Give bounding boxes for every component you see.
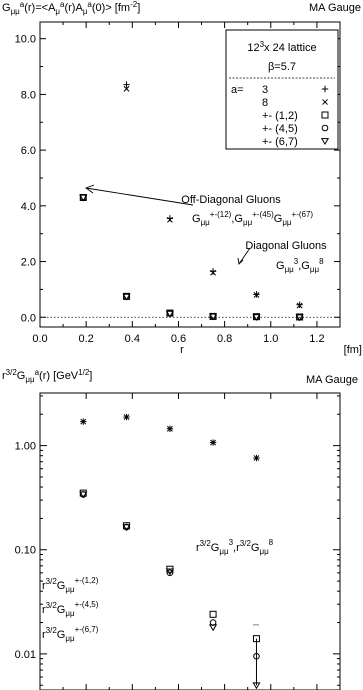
y-tick-label: 2.0: [21, 257, 36, 269]
top-title-left: Gμμa(r)=<Aμa(r)Aμa(0)> [fm-2]: [2, 0, 140, 16]
annotation-offdiag: Off-Diagonal Gluons: [181, 194, 281, 206]
y-tick-label: 4.0: [21, 201, 36, 213]
data-point-triangle: [122, 293, 131, 301]
top-xunit: [fm]: [344, 344, 362, 356]
annotation-diag-arrow: [238, 247, 251, 265]
x-tick-label: 0.8: [217, 333, 232, 345]
data-point-cross: [210, 269, 216, 276]
bottom-panel: r3/2Gμμa(r) [GeV1/2] MA Gauge 0.01 0.10 1.…: [2, 368, 358, 690]
legend-beta: β=5.7: [268, 61, 296, 73]
annotation-offdiag-arrowhead: [85, 184, 95, 194]
x-tick-label: 1.0: [263, 333, 278, 345]
bottom-title-left: r3/2Gμμa(r) [GeV1/2]: [2, 368, 92, 384]
top-plot-frame: [39, 21, 341, 328]
legend-prefix: a=: [231, 84, 244, 96]
y-tick-label: 1.00: [15, 441, 36, 453]
legend-label: 3: [262, 84, 268, 96]
legend-marker-plus: [321, 85, 329, 93]
data-point-cross: [296, 302, 303, 309]
bottom-title-right: MA Gauge: [306, 374, 358, 386]
data-point-triangle: [295, 314, 304, 322]
data-point-plus: [123, 81, 130, 88]
annotation-offdiag-formula: Gμμ+-(12),Gμμ+-(45)Gμμ+-(67): [192, 210, 313, 227]
legend-marker-circle: [321, 124, 329, 132]
annotation-diag: Diagonal Gluons: [245, 240, 327, 252]
data-point-circle: [166, 569, 174, 577]
legend-label: +- (1,2): [262, 110, 298, 122]
data-point-triangle: [122, 524, 131, 532]
legend-marker-square: [321, 111, 329, 119]
y-tick-label: 6.0: [21, 145, 36, 157]
y-tick-label: 0.0: [21, 312, 36, 324]
data-point-triangle: [79, 194, 88, 202]
legend-header: 123x 24 lattice: [247, 40, 316, 54]
data-point-triangle: [79, 491, 88, 499]
top-xlabel: r: [180, 344, 184, 356]
legend-entries: 38+- (1,2)+- (4,5)+- (6,7): [262, 84, 330, 148]
data-point-cross: [167, 216, 173, 223]
x-tick-label: 0.4: [125, 333, 140, 345]
annotation-diag-formula: Gμμ3,Gμμ8: [276, 257, 324, 274]
annotation-45-log: r3/2Gμμ+-(4,5): [42, 600, 99, 618]
x-tick-label: 0.6: [171, 333, 186, 345]
annotation-diag-log: r3/2Gμμ3,r3/2Gμμ8: [196, 538, 274, 556]
legend-label: +- (4,5): [262, 123, 298, 135]
data-point-triangle: [208, 313, 218, 321]
x-tick-label: 0.0: [32, 333, 47, 345]
data-point-square: [209, 610, 217, 618]
data-point-cross: [123, 414, 130, 420]
annotation-12-log: r3/2Gμμ+-(1,2): [42, 576, 99, 594]
data-point-cross: [253, 292, 260, 298]
y-tick-label: 0.10: [15, 545, 36, 557]
top-tick-labels: 0.0 0.2 0.4 0.6 0.8 1.0 1.2 0.0 2.0 4.0 6.0 8.0 10.0: [15, 34, 325, 345]
data-point-plus: [209, 268, 217, 275]
data-point-plus: [166, 215, 174, 222]
data-point-triangle: [165, 568, 175, 576]
y-tick-label: 0.01: [15, 649, 36, 661]
legend-label: +- (6,7): [262, 136, 298, 148]
legend-marker-triangle: [320, 138, 330, 145]
legend-label: 8: [262, 97, 268, 109]
data-point-cross: [167, 425, 173, 432]
data-point-triangle: [252, 314, 261, 321]
data-point-triangle: [165, 310, 175, 318]
legend-marker-cross: [322, 99, 328, 105]
annotation-diag-arrowhead: [237, 257, 244, 265]
annotation-67-log: r3/2Gμμ+-(6,7): [42, 625, 99, 643]
data-point-cross: [253, 455, 260, 461]
top-title-right: MA Gauge: [309, 2, 361, 14]
data-point-cross: [123, 85, 130, 92]
legend-box: [225, 29, 339, 150]
annotation-offdiag-arrow: [85, 187, 194, 206]
x-tick-label: 1.2: [309, 333, 324, 345]
top-panel: Gμμa(r)=<Aμa(r)Aμa(0)> [fm-2] MA Gauge 0…: [2, 0, 362, 356]
data-point-plus: [296, 301, 303, 308]
y-tick-label: 8.0: [21, 89, 36, 101]
y-tick-label: 10.0: [15, 34, 36, 46]
data-point-cross: [80, 418, 87, 425]
data-point-triangle: [208, 624, 218, 632]
bottom-axis-ticks: [39, 393, 341, 690]
legend: 123x 24 lattice β=5.7 a= 38+- (1,2)+- (4…: [225, 29, 339, 150]
x-tick-label: 0.2: [79, 333, 94, 345]
bottom-data-points: [79, 413, 261, 690]
data-point-cross: [210, 439, 216, 446]
bottom-plot-frame: [39, 392, 341, 690]
top-data-points: [79, 81, 304, 322]
bottom-tick-labels: 0.01 0.10 1.00: [15, 441, 36, 661]
